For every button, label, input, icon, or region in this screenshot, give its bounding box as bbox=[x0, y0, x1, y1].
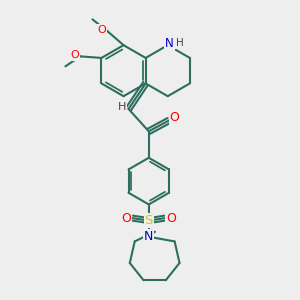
Text: O: O bbox=[70, 50, 79, 60]
Text: S: S bbox=[145, 214, 153, 227]
Text: H: H bbox=[176, 38, 183, 48]
Text: O: O bbox=[166, 212, 176, 225]
Text: O: O bbox=[169, 112, 179, 124]
Text: N: N bbox=[144, 230, 153, 243]
Text: H: H bbox=[118, 102, 126, 112]
Text: O: O bbox=[122, 212, 131, 225]
Text: N: N bbox=[165, 37, 174, 50]
Text: O: O bbox=[98, 25, 106, 35]
